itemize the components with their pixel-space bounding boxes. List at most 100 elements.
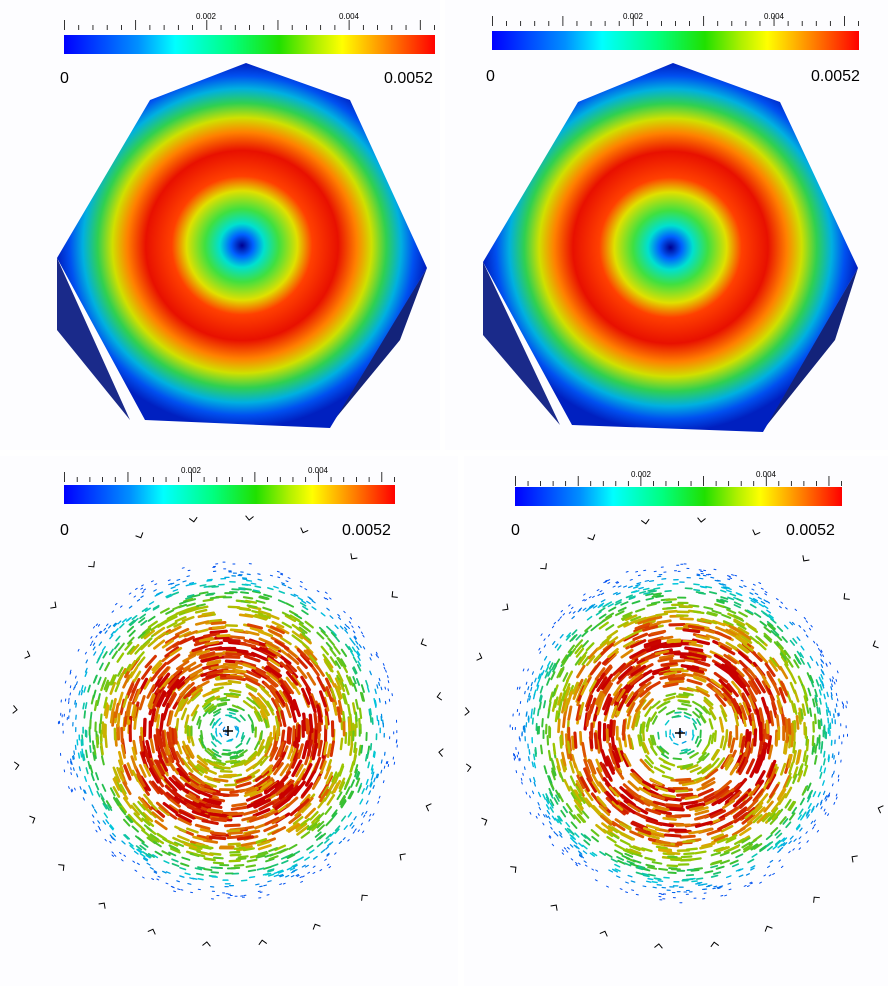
vector-glyph [70,760,72,765]
vector-glyph [815,661,819,667]
vector-glyph [762,812,772,823]
vector-glyph [642,826,657,834]
vector-glyph [71,755,74,760]
vector-glyph [804,754,809,767]
vector-glyph [666,864,679,868]
vector-glyph [616,875,621,878]
vector-glyph [181,856,191,861]
vector-glyph [72,767,75,772]
vector-glyph [819,653,822,657]
vector-glyph [806,795,812,803]
vector-glyph [705,585,713,589]
vector-glyph [699,577,704,580]
vector-glyph [603,697,613,716]
vector-glyph [254,770,270,783]
vector-glyph [356,664,362,672]
vector-glyph [573,799,583,811]
vector-glyph [227,679,242,684]
vector-glyph [340,658,347,668]
vector-glyph [751,853,758,858]
vector-glyph [619,801,636,815]
vector-glyph [681,702,692,707]
vector-field-plot [12,515,444,947]
vector-glyph [196,649,211,656]
vector-glyph [238,607,252,612]
vector-glyph [347,811,353,818]
vector-glyph [185,756,196,768]
vector-glyph [184,721,188,734]
vector-glyph [825,662,828,666]
vector-glyph [540,744,543,755]
vector-glyph [657,794,675,801]
vector-glyph [623,862,632,867]
vector-glyph [561,654,568,664]
vector-glyph [137,800,147,811]
vector-glyph [605,796,619,810]
vector-glyph [758,603,765,608]
vector-glyph [568,611,572,614]
vector-glyph [218,721,223,727]
vector-glyph [681,781,696,787]
vector-glyph [729,762,740,776]
vector-glyph [352,667,357,675]
vector-glyph [793,703,798,715]
vector-glyph [805,620,808,623]
vector-glyph [645,592,654,597]
vector-glyph [694,735,700,744]
vector-glyph [660,661,678,667]
vector-glyph [175,761,188,777]
vector-glyph [547,701,552,712]
vector-glyph [202,598,214,602]
vector-glyph [561,698,567,714]
vector-glyph [128,629,136,637]
vector-glyph [109,824,115,830]
vector-glyph [575,862,578,865]
vector-glyph [629,579,633,581]
vector-glyph [653,877,661,880]
vector-glyph [550,757,555,768]
vector-glyph [622,631,639,642]
vector-glyph [281,611,293,618]
vector-glyph [275,690,287,707]
vector-glyph [337,613,341,617]
vector-glyph [714,693,727,707]
vector-glyph [650,792,666,801]
vector-glyph [73,686,75,691]
vector-glyph [347,625,350,630]
vector-glyph [271,756,283,772]
vector-glyph [563,847,567,850]
vector-glyph [678,693,690,697]
vector-glyph [194,867,203,871]
vector-glyph [242,596,254,600]
vector-glyph [99,650,104,657]
vector-glyph [168,625,182,634]
vector-glyph [71,788,74,792]
vector-glyph [304,856,310,861]
vector-glyph [539,651,542,654]
vector-glyph [831,783,834,787]
vector-glyph [115,602,118,606]
vector-glyph [679,800,698,806]
vector-glyph [219,732,223,738]
vector-glyph [810,624,813,628]
vector-glyph [320,849,326,854]
vector-glyph [316,590,320,593]
vector-glyph [832,676,834,680]
vector-glyph [133,595,137,598]
vector-glyph [304,807,316,820]
vector-glyph [559,633,564,639]
vector-glyph [254,839,266,845]
vector-glyph [704,619,718,625]
vector-glyph [98,828,102,831]
vector-glyph [170,666,184,679]
vector-glyph [310,693,318,709]
vector-glyph [117,642,125,652]
vector-glyph [606,629,619,639]
vector-glyph [278,873,284,877]
vector-glyph [798,763,804,775]
vector-glyph [732,793,749,808]
vector-glyph [264,675,278,688]
vector-glyph [691,638,711,646]
vector-glyph [682,763,694,768]
vector-glyph [107,625,112,629]
